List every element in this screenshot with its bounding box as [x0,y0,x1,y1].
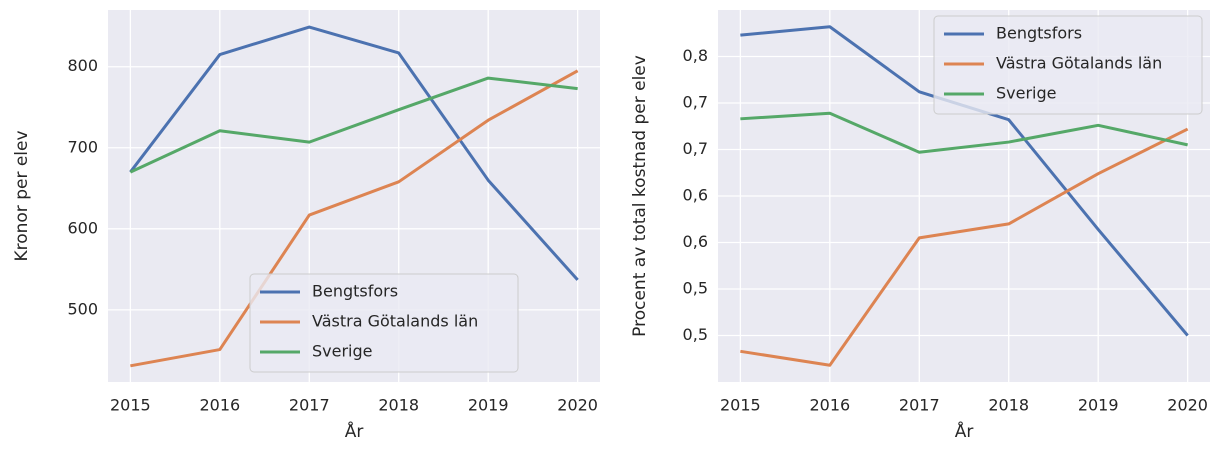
legend: Bengtsfors Västra Götalands län Sverige [933,15,1203,115]
x-tick-label: 2019 [468,396,509,415]
y-tick-label: 700 [67,137,98,156]
y-tick-label: 500 [67,299,98,318]
legend-label: Västra Götalands län [996,54,1162,73]
legend-label: Sverige [996,84,1057,103]
legend-box [249,273,519,373]
x-tick-label: 2015 [720,396,761,415]
x-tick-label: 2019 [1078,396,1119,415]
y-tick-label: 0,6 [683,186,708,205]
x-tick-label: 2017 [899,396,940,415]
x-tick-label: 2018 [988,396,1029,415]
y-tick-label: 800 [67,56,98,75]
x-tick-label: 2015 [110,396,151,415]
x-tick-label: 2017 [289,396,330,415]
legend: Bengtsfors Västra Götalands län Sverige [249,273,519,373]
line [740,127,1189,367]
line [130,69,579,368]
line [129,76,578,174]
legend-label: Bengtsfors [312,282,398,301]
y-tick-label: 0,7 [683,139,708,158]
x-axis-label: År [955,420,974,442]
y-tick-label: 0,5 [683,325,708,344]
y-axis-label: Kronor per elev [12,130,32,261]
x-tick-label: 2020 [557,396,598,415]
line [740,111,1188,154]
y-tick-label: 0,7 [683,93,708,112]
y-tick-label: 600 [67,218,98,237]
legend-label: Västra Götalands län [312,312,478,331]
legend-label: Bengtsfors [996,24,1082,43]
line [129,25,579,281]
x-tick-label: 2020 [1167,396,1208,415]
y-tick-label: 0,8 [683,46,708,65]
y-tick-label: 0,6 [683,232,708,251]
y-tick-label: 0,5 [683,279,708,298]
legend-label: Sverige [312,342,373,361]
x-tick-label: 2016 [809,396,850,415]
y-axis-label: Procent av total kostnad per elev [630,55,650,337]
legend-box [933,15,1203,115]
x-tick-label: 2018 [378,396,419,415]
x-axis-label: År [345,420,364,442]
x-tick-label: 2016 [199,396,240,415]
